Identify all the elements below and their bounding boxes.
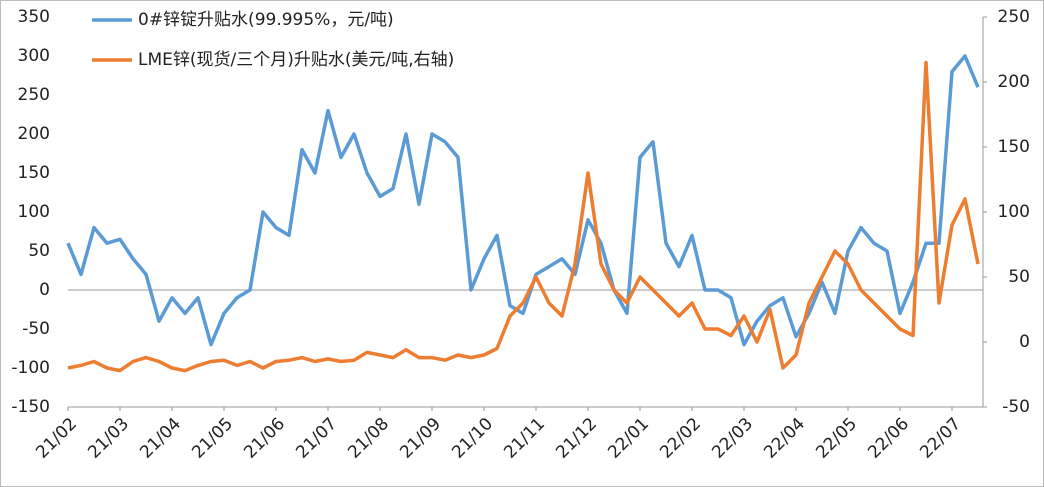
y-tick-label: 250 bbox=[18, 85, 50, 105]
y2-tick-label: 0 bbox=[1019, 332, 1030, 352]
y-tick-label: 200 bbox=[18, 124, 50, 144]
y-tick-label: 50 bbox=[28, 241, 50, 261]
y-tick-label: -50 bbox=[22, 319, 50, 339]
y-tick-label: -100 bbox=[11, 358, 50, 378]
series-line bbox=[67, 60, 980, 373]
y2-tick-label: -50 bbox=[1002, 397, 1030, 417]
y2-tick-label: 250 bbox=[998, 7, 1030, 27]
y2-tick-label: 50 bbox=[1008, 267, 1030, 287]
y-tick-label: 350 bbox=[18, 7, 50, 27]
y-tick-label: 100 bbox=[18, 202, 50, 222]
y2-tick-label: 100 bbox=[998, 202, 1030, 222]
y-tick-label: 150 bbox=[18, 163, 50, 183]
legend-label: LME锌(现货/三个月)升贴水(美元/吨,右轴) bbox=[138, 50, 454, 70]
legend-label: 0#锌锭升贴水(99.995%，元/吨) bbox=[138, 10, 394, 30]
y2-tick-label: 150 bbox=[998, 137, 1030, 157]
y-tick-label: 300 bbox=[18, 46, 50, 66]
y-tick-label: -150 bbox=[11, 397, 50, 417]
series-line bbox=[66, 54, 980, 347]
y2-tick-label: 200 bbox=[998, 72, 1030, 92]
y-tick-label: 0 bbox=[39, 280, 50, 300]
